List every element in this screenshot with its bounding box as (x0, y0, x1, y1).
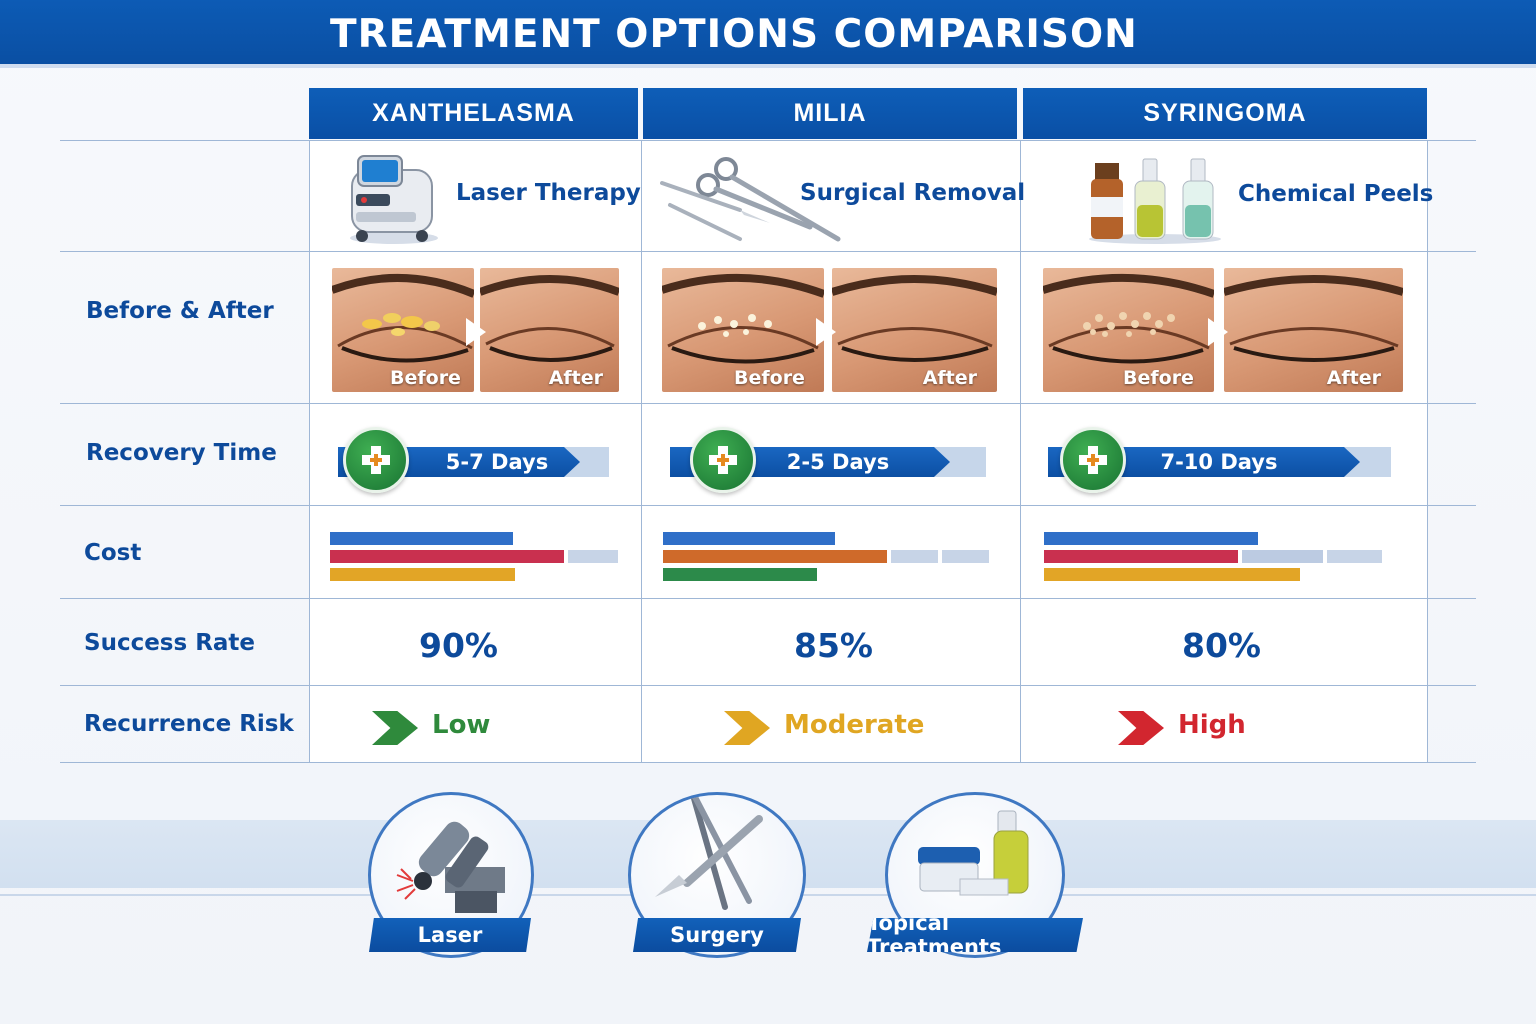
bottom-label-topical-treatments: Topical Treatments (867, 918, 1083, 952)
grid-line (60, 685, 1476, 686)
after-caption: After (922, 367, 977, 389)
row-label-before-after: Before & After (86, 298, 274, 324)
treatment-name-chemical-peels: Chemical Peels (1238, 181, 1434, 207)
recovery-label: 2-5 Days (786, 450, 890, 474)
after-caption: After (548, 367, 603, 389)
cost-bar-track (891, 550, 938, 563)
grid-line (60, 598, 1476, 599)
row-label-recovery-time: Recovery Time (86, 440, 277, 466)
before-caption: Before (734, 367, 805, 389)
row-label-cost: Cost (84, 540, 142, 566)
cost-bar (330, 568, 515, 581)
treatment-name-laser-therapy: Laser Therapy (456, 180, 641, 206)
title-banner: TREATMENT OPTIONS COMPARISON (0, 0, 1536, 68)
before-after-arrow (816, 318, 836, 346)
cost-bar-track (942, 550, 989, 563)
before-after-arrow (466, 318, 486, 346)
cost-bar (330, 550, 564, 563)
grid-line (60, 403, 1476, 404)
before-caption: Before (1123, 367, 1194, 389)
grid-line (641, 140, 642, 762)
recovery-label: 7-10 Days (1160, 450, 1278, 474)
medical-cross-icon (690, 427, 756, 493)
cost-bar (1044, 550, 1238, 563)
grid-line (60, 251, 1476, 252)
success-rate-xanthelasma: 90% (419, 626, 498, 665)
grid-line (1427, 140, 1428, 762)
bottom-label-surgery: Surgery (633, 918, 801, 952)
grid-line (1020, 140, 1021, 762)
cost-bar-track (568, 550, 618, 563)
grid-line (60, 140, 1476, 141)
row-label-recurrence-risk: Recurrence Risk (84, 711, 294, 737)
cost-bar (1044, 532, 1258, 545)
treatment-name-surgical-removal: Surgical Removal (800, 180, 1026, 206)
after-photo-xanthelasma: After (480, 268, 619, 392)
after-photo-syringoma: After (1224, 268, 1403, 392)
cost-bar (663, 550, 887, 563)
after-photo-milia: After (832, 268, 997, 392)
success-rate-milia: 85% (794, 626, 873, 665)
risk-level-xanthelasma: Low (432, 710, 491, 740)
column-header-xanthelasma: XANTHELASMA (309, 88, 638, 139)
risk-level-milia: Moderate (784, 710, 925, 740)
surgical-tools-icon (660, 155, 845, 243)
grid-line (309, 140, 310, 762)
cost-bar-track (1327, 550, 1382, 563)
column-header-syringoma: SYRINGOMA (1023, 88, 1427, 139)
chemical-vials-icon (1085, 155, 1225, 245)
before-photo-xanthelasma: Before (332, 268, 474, 392)
grid-line (60, 762, 1476, 763)
grid-line (60, 505, 1476, 506)
cost-bar (330, 532, 513, 545)
cost-bar (663, 568, 817, 581)
cost-bar-track (1242, 550, 1323, 563)
page-title: TREATMENT OPTIONS COMPARISON (330, 12, 1138, 57)
before-photo-syringoma: Before (1043, 268, 1214, 392)
cost-bar (663, 532, 835, 545)
risk-level-syringoma: High (1178, 710, 1246, 740)
column-header-milia: MILIA (643, 88, 1017, 139)
before-after-arrow (1208, 318, 1228, 346)
cost-bar (1044, 568, 1300, 581)
after-caption: After (1326, 367, 1381, 389)
medical-cross-icon (343, 427, 409, 493)
bottom-label-laser: Laser (369, 918, 531, 952)
row-label-success-rate: Success Rate (84, 630, 256, 656)
recovery-label: 5-7 Days (445, 450, 549, 474)
medical-cross-icon (1060, 427, 1126, 493)
laser-device-icon (342, 150, 442, 246)
before-caption: Before (390, 367, 461, 389)
before-photo-milia: Before (662, 268, 824, 392)
success-rate-syringoma: 80% (1182, 626, 1261, 665)
